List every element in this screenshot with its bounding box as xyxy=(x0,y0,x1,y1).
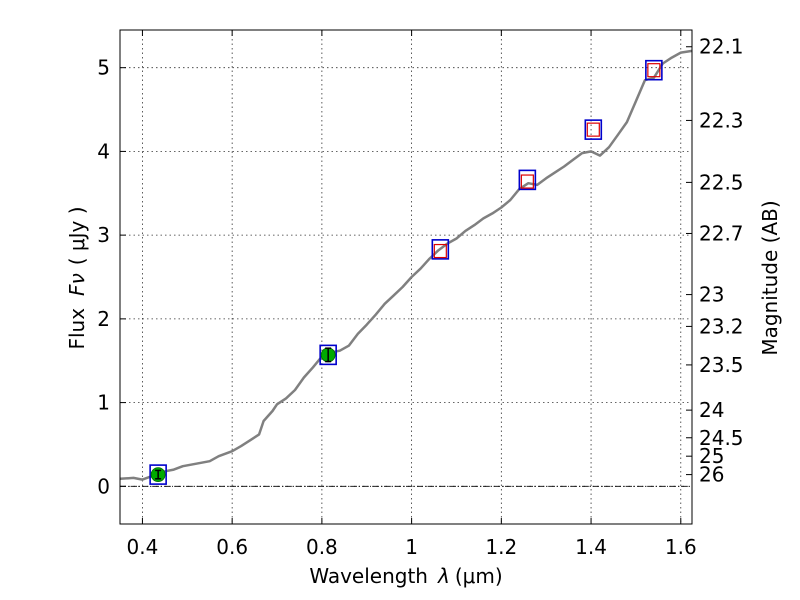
x-tick-label: 0.8 xyxy=(306,535,338,559)
x-tick-label: 1.2 xyxy=(485,535,517,559)
x-axis-label: Wavelength λ (μm) xyxy=(309,564,502,588)
mag-tick-label: 23 xyxy=(699,283,724,307)
x-tick-label: 0.6 xyxy=(216,535,248,559)
plot-frame xyxy=(119,29,693,525)
mag-tick-label: 26 xyxy=(699,463,724,487)
mag-tick-label: 22.3 xyxy=(699,108,744,132)
red-square-marker xyxy=(647,63,661,78)
x-tick-label: 1.4 xyxy=(575,535,607,559)
mag-tick-label: 23.5 xyxy=(699,353,744,377)
x-tick-label: 1 xyxy=(405,535,418,559)
mag-tick-label: 22.7 xyxy=(699,221,744,245)
model-point-marker xyxy=(584,119,603,140)
photometry-points xyxy=(149,59,663,485)
mag-tick-label: 24.5 xyxy=(699,426,744,450)
y-tick-label: 5 xyxy=(97,56,110,80)
mag-tick-label: 22.1 xyxy=(699,35,744,59)
model-point-marker xyxy=(319,344,337,366)
y-tick-label: 1 xyxy=(97,391,110,415)
model-point-marker xyxy=(431,239,450,260)
magnitude-axis-label: Magnitude (AB) xyxy=(758,200,782,355)
model-point-marker xyxy=(149,464,167,485)
model-point-marker xyxy=(518,169,537,191)
y-tick-label: 3 xyxy=(97,223,110,247)
y-tick-label: 2 xyxy=(97,307,110,331)
mag-tick-label: 24 xyxy=(699,398,724,422)
x-axis-ticks: 0.4 0.6 0.8 1 1.2 1.4 1.6 xyxy=(127,30,697,559)
y-tick-label: 0 xyxy=(97,474,110,498)
y-axis-label: FluxFν( μJy ) xyxy=(65,206,89,349)
model-point-marker xyxy=(645,59,663,81)
spectrum-line xyxy=(119,49,693,481)
x-tick-label: 1.6 xyxy=(665,535,697,559)
mag-tick-label: 22.5 xyxy=(699,170,744,194)
y-tick-label: 4 xyxy=(97,139,110,163)
mag-tick-label: 23.2 xyxy=(699,314,744,338)
red-square-marker xyxy=(433,243,447,259)
grid-lines xyxy=(120,30,692,524)
y-axis-ticks: 0 1 2 3 4 5 xyxy=(97,56,126,498)
red-square-marker xyxy=(586,122,600,137)
mag-tick-label: 25 xyxy=(699,444,724,468)
red-square-marker xyxy=(520,174,534,189)
x-tick-label: 0.4 xyxy=(127,535,159,559)
